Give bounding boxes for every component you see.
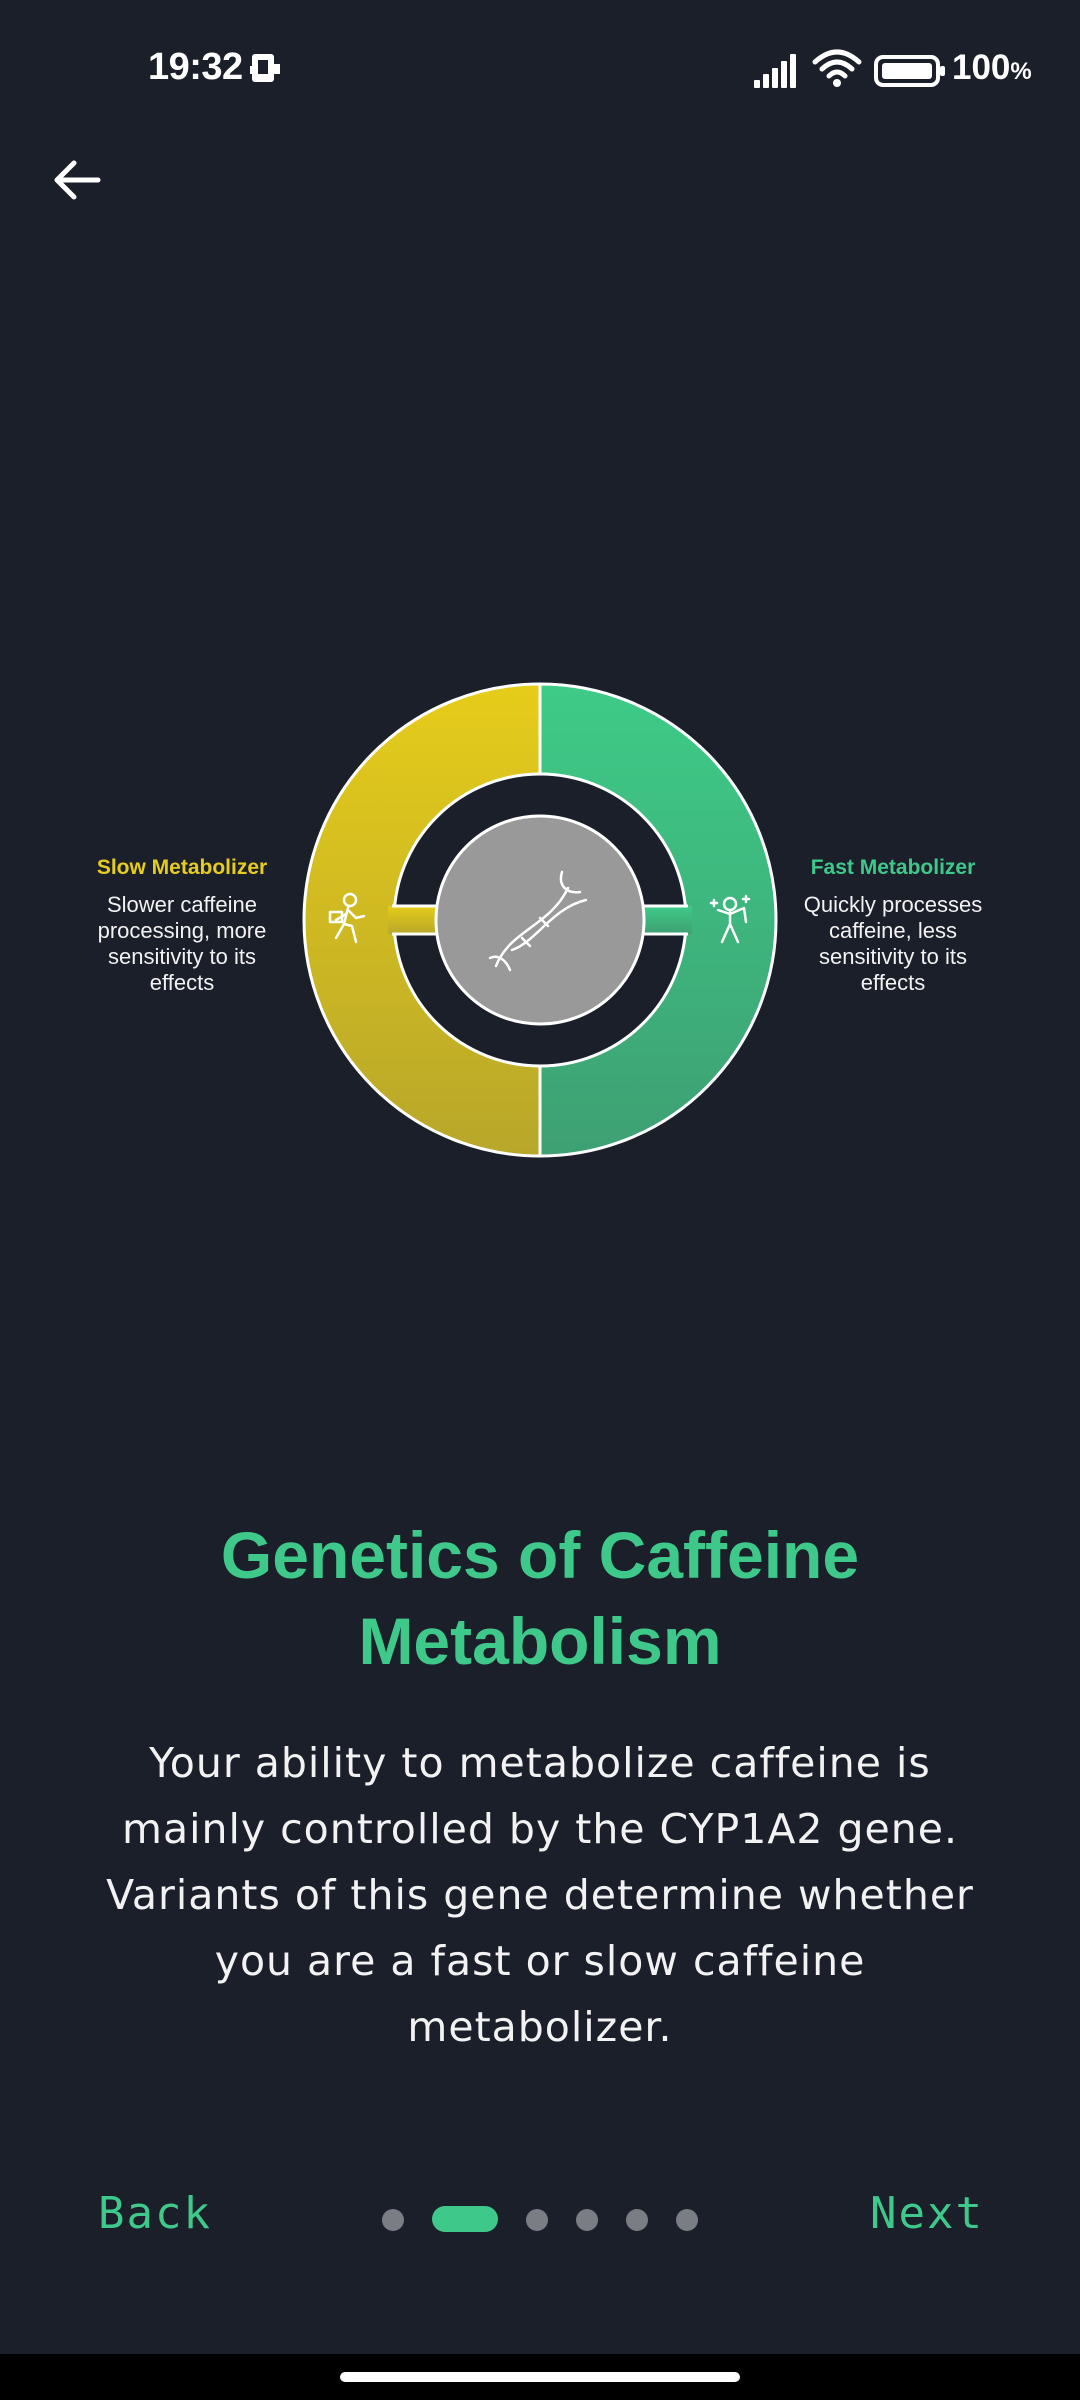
slow-metabolizer-title: Slow Metabolizer	[96, 856, 268, 879]
fast-metabolizer-title: Fast Metabolizer	[810, 856, 976, 879]
wifi-icon	[812, 48, 862, 93]
status-time: 19:32	[148, 46, 243, 88]
slow-metabolizer-description: Slower caffeine processing, more sensiti…	[97, 892, 267, 995]
sim-card-icon	[248, 52, 284, 91]
metabolizer-diagram: Slow Metabolizer Slower caffeine process…	[0, 660, 1080, 1180]
page-dot[interactable]	[676, 2209, 698, 2231]
status-bar: 19:32 100%	[0, 0, 1080, 140]
page-description: Your ability to metabolize caffeine is m…	[106, 1739, 974, 2051]
battery-percent: 100%	[952, 48, 1032, 87]
dna-icon	[488, 870, 588, 972]
walking-person-icon	[326, 892, 374, 953]
page-title: Genetics of Caffeine Metabolism	[220, 1518, 860, 1678]
fast-metabolizer-description: Quickly processes caffeine, less sensiti…	[803, 892, 983, 995]
page-dot[interactable]	[382, 2209, 404, 2231]
metabolizer-ring	[302, 682, 778, 1158]
page-dot[interactable]	[576, 2209, 598, 2231]
page-dot[interactable]	[526, 2209, 548, 2231]
page-dot[interactable]	[626, 2209, 648, 2231]
battery-icon	[874, 54, 946, 93]
back-arrow-icon[interactable]	[48, 150, 108, 210]
next-button[interactable]: Next	[870, 2188, 984, 2239]
back-button[interactable]: Back	[98, 2188, 212, 2239]
home-indicator[interactable]	[340, 2372, 740, 2382]
page-dot-active[interactable]	[432, 2206, 498, 2232]
signal-icon	[752, 52, 802, 93]
energetic-person-icon	[706, 892, 756, 953]
